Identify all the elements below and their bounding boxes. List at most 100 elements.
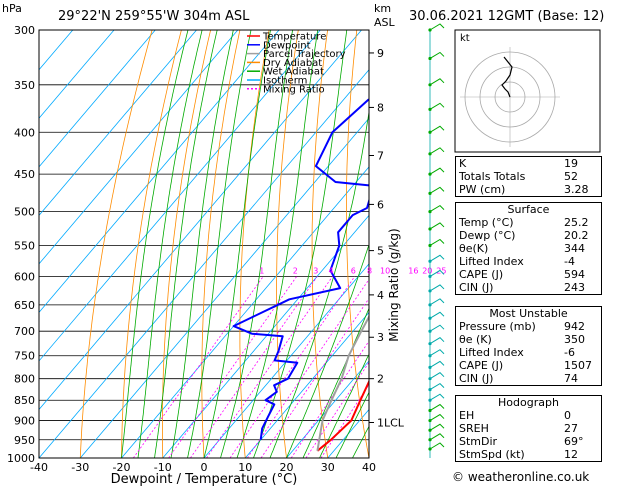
index-row: PW (cm) 3.28 bbox=[456, 183, 601, 196]
wet-adiabat-line bbox=[335, 391, 369, 458]
plot-frame bbox=[38, 29, 370, 459]
mixing-ratio-label: 3 bbox=[313, 266, 318, 275]
hpa-label: hPa bbox=[2, 2, 22, 15]
wind-barb bbox=[429, 442, 445, 450]
wind-barb bbox=[429, 393, 445, 401]
wind-barb bbox=[429, 269, 445, 277]
hodograph-value: 0 bbox=[564, 409, 571, 422]
mixing-ratio-axis-label: Mixing Ratio (g/kg) bbox=[387, 228, 401, 341]
datetime-title: 30.06.2021 12GMT (Base: 12) bbox=[409, 9, 604, 24]
mixing-ratio-line bbox=[229, 276, 356, 458]
mixing-ratio-label: 16 bbox=[408, 266, 418, 275]
wet-adiabat-line bbox=[220, 30, 293, 458]
index-row: Totals Totals 52 bbox=[456, 170, 601, 183]
parcel-line bbox=[316, 314, 369, 451]
surface-value: 594 bbox=[564, 268, 585, 281]
wet-adiabat-line bbox=[154, 30, 218, 458]
mixing-ratio-label: 2 bbox=[293, 266, 298, 275]
wind-barb bbox=[429, 147, 445, 155]
temperature-tick-label: 20 bbox=[280, 461, 294, 474]
pressure-tick-label: 700 bbox=[14, 325, 35, 338]
surface-row: Temp (°C) 25.2 bbox=[456, 216, 601, 229]
pressure-tick-label: 500 bbox=[14, 206, 35, 219]
surface-value: 25.2 bbox=[564, 216, 589, 229]
legend-entry: Temperature bbox=[262, 32, 326, 43]
isotherm-line bbox=[39, 30, 115, 119]
wind-barb bbox=[429, 23, 445, 31]
wet-adiabat-line bbox=[269, 109, 369, 458]
km-tick-label: 3 bbox=[377, 331, 384, 344]
pressure-tick-label: 850 bbox=[14, 394, 35, 407]
mixing-ratio-line bbox=[247, 278, 369, 458]
temperature-line bbox=[316, 379, 369, 452]
isotherm-line bbox=[39, 30, 280, 314]
surface-value: 243 bbox=[564, 281, 585, 294]
surface-label: CIN (J) bbox=[459, 281, 494, 294]
mixing-ratio-line bbox=[320, 383, 369, 458]
pressure-tick-label: 750 bbox=[14, 350, 35, 363]
index-value: 52 bbox=[564, 170, 578, 183]
wind-barb bbox=[429, 311, 445, 319]
pressure-tick-label: 550 bbox=[14, 239, 35, 252]
mixing-ratio-line bbox=[168, 276, 298, 458]
most-unstable-row: Pressure (mb) 942 bbox=[456, 320, 601, 333]
km-tick-label: 2 bbox=[377, 373, 384, 386]
temperature-tick-label: -40 bbox=[30, 461, 48, 474]
legend-entry: Mixing Ratio bbox=[263, 84, 325, 95]
mixing-ratio-line bbox=[290, 340, 369, 458]
mixing-ratio-line bbox=[305, 361, 369, 458]
surface-label: CAPE (J) bbox=[459, 268, 504, 281]
legend-entry: Dry Adiabat bbox=[263, 58, 322, 69]
pressure-tick-label: 400 bbox=[14, 126, 35, 139]
x-axis-label: Dewpoint / Temperature (°C) bbox=[111, 472, 298, 486]
isotherm-line bbox=[244, 311, 369, 458]
legend-entry: Dewpoint bbox=[263, 40, 311, 51]
dry-adiabat-line bbox=[79, 30, 153, 458]
temperature-tick-label: 0 bbox=[201, 461, 208, 474]
hodograph-row: StmDir 69° bbox=[456, 435, 601, 448]
most-unstable-value: 350 bbox=[564, 333, 585, 346]
hodograph-kt-label: kt bbox=[460, 33, 470, 44]
dry-adiabat-line bbox=[121, 30, 182, 458]
most-unstable-label: Lifted Index bbox=[459, 346, 524, 359]
most-unstable-value: 74 bbox=[564, 372, 578, 385]
wet-adiabat-line bbox=[137, 30, 203, 458]
surface-label: Dewp (°C) bbox=[459, 229, 516, 242]
legend-entry: Parcel Trajectory bbox=[263, 49, 346, 60]
wind-barb bbox=[429, 186, 445, 194]
surface-value: 344 bbox=[564, 242, 585, 255]
dry-adiabat-line bbox=[311, 30, 329, 458]
isotherm-line bbox=[39, 30, 74, 71]
temperature-tick-label: 40 bbox=[362, 461, 376, 474]
temperature-tick-label: 30 bbox=[321, 461, 335, 474]
km-label: km bbox=[374, 2, 391, 15]
wind-barb bbox=[429, 167, 445, 175]
hodograph-row: StmSpd (kt) 12 bbox=[456, 448, 601, 461]
indices-table: K 19 Totals Totals 52 PW (cm) 3.28 bbox=[455, 156, 602, 197]
isotherm-line bbox=[39, 30, 156, 168]
hodograph-row: EH 0 bbox=[456, 409, 601, 422]
hodograph-value: 12 bbox=[564, 448, 578, 461]
wind-barb bbox=[429, 222, 445, 230]
dry-adiabat-line bbox=[345, 30, 369, 458]
index-value: 3.28 bbox=[564, 183, 589, 196]
pressure-tick-label: 650 bbox=[14, 299, 35, 312]
most-unstable-row: CAPE (J) 1507 bbox=[456, 359, 601, 372]
surface-row: θe(K) 344 bbox=[456, 242, 601, 255]
wind-barb bbox=[429, 337, 445, 345]
surface-label: Lifted Index bbox=[459, 255, 524, 268]
isotherm-line bbox=[39, 69, 369, 458]
wind-barb bbox=[429, 204, 445, 213]
isotherm-line bbox=[39, 30, 239, 265]
most-unstable-row: Lifted Index -6 bbox=[456, 346, 601, 359]
km-tick-label: 5 bbox=[377, 245, 384, 258]
wind-barb bbox=[429, 298, 445, 306]
mixing-ratio-line bbox=[190, 276, 318, 458]
wet-adiabat-line bbox=[302, 307, 369, 458]
pressure-tick-label: 300 bbox=[14, 24, 35, 37]
pressure-tick-label: 1000 bbox=[7, 452, 35, 465]
surface-title: Surface bbox=[507, 203, 550, 216]
hodograph-value: 69° bbox=[564, 435, 584, 448]
mixing-ratio-label: 4 bbox=[329, 266, 334, 275]
hodograph-trace bbox=[501, 56, 513, 98]
